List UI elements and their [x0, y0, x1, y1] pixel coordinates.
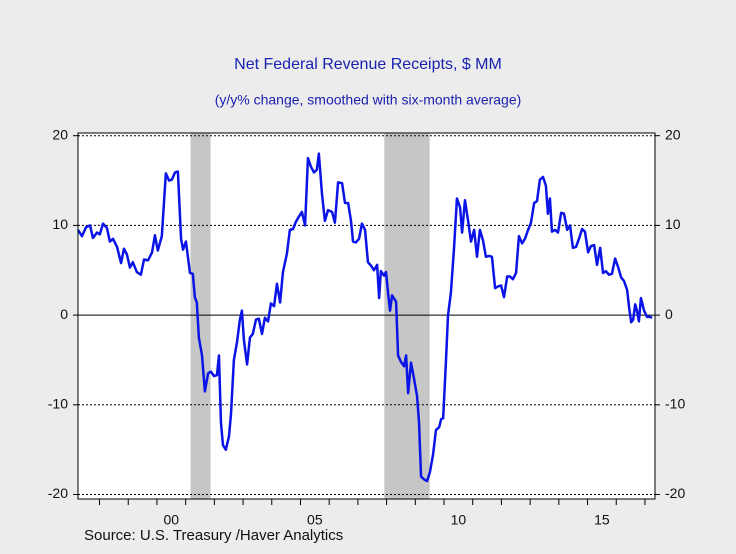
x-tick-label: 15	[594, 512, 610, 528]
chart-subtitle: (y/y% change, smoothed with six-month av…	[215, 92, 522, 108]
x-tick-label: 05	[307, 512, 323, 528]
y2-tick-label: 20	[665, 126, 681, 142]
recession-shade	[384, 133, 430, 499]
y-tick-label: 0	[60, 306, 68, 322]
plot-frame	[77, 132, 656, 500]
y2-tick-label: 0	[665, 306, 673, 322]
source: Source: U.S. Treasury /Haver Analytics	[84, 527, 343, 544]
y-tick-label: -20	[48, 485, 68, 501]
recession-shade	[190, 133, 211, 499]
chart-title: Net Federal Revenue Receipts, $ MM	[234, 56, 502, 73]
plot-area	[78, 133, 655, 499]
y-tick-label: -10	[48, 396, 68, 412]
y2-tick-label: -10	[665, 396, 685, 412]
x-tick-label: 00	[164, 512, 180, 528]
y2-tick-label: 10	[665, 216, 681, 232]
y2-tick-label: -20	[665, 485, 685, 501]
y-tick-label: 20	[52, 126, 68, 142]
x-tick-label: 10	[451, 512, 467, 528]
data-line	[76, 152, 653, 483]
y-tick-label: 10	[52, 216, 68, 232]
